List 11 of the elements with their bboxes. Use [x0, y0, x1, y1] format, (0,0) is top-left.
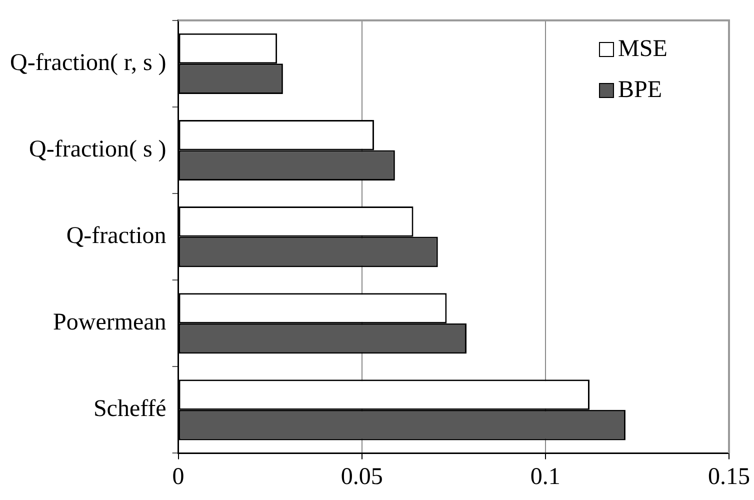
x-tick-label: 0 [172, 464, 184, 490]
y-tick-label: Q-fraction [66, 223, 166, 250]
legend-label: BPE [618, 77, 662, 104]
text: MSE [618, 36, 668, 64]
x-tick-label: 0.15 [708, 464, 750, 490]
x-tick-label: 0.05 [340, 464, 383, 490]
y-tick-label: Q-fraction( r, s ) [10, 50, 166, 76]
y-tick-label: Q-fraction( s ) [29, 136, 166, 163]
y-tick-label: Powermean [53, 310, 166, 336]
y-tick-label: Scheffé [93, 396, 166, 422]
x-tick-label: 0.1 [530, 464, 560, 490]
